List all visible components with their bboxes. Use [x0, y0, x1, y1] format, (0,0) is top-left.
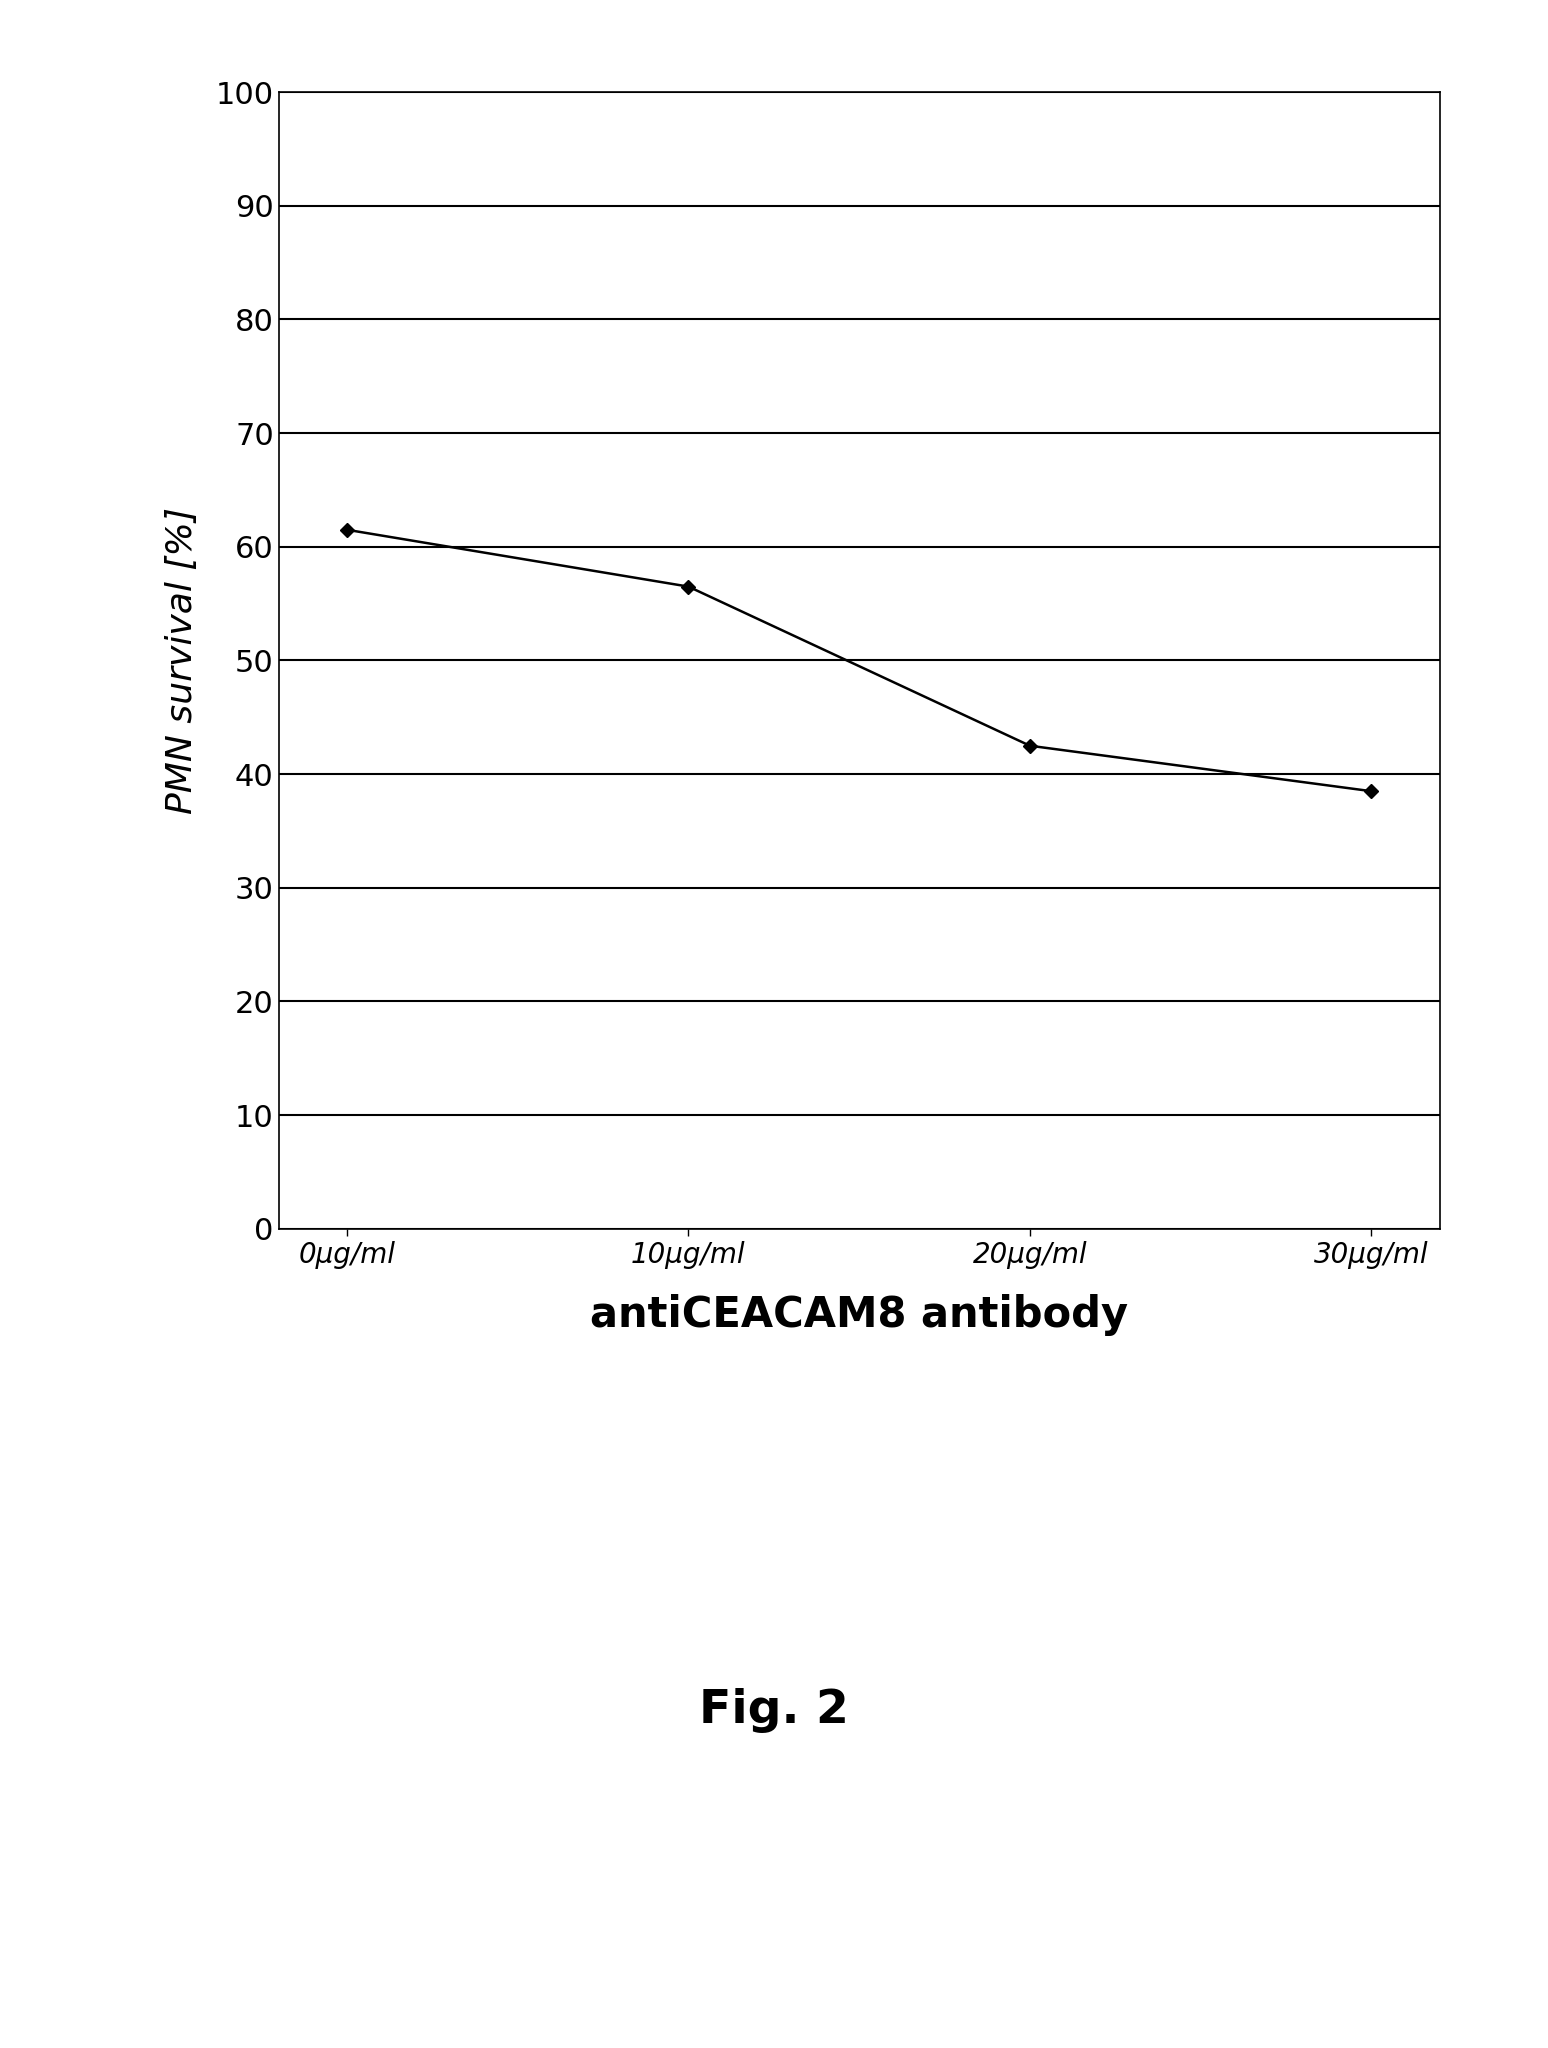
- X-axis label: antiCEACAM8 antibody: antiCEACAM8 antibody: [590, 1294, 1128, 1335]
- Text: Fig. 2: Fig. 2: [700, 1688, 848, 1733]
- Y-axis label: PMN survival [%]: PMN survival [%]: [166, 508, 200, 813]
